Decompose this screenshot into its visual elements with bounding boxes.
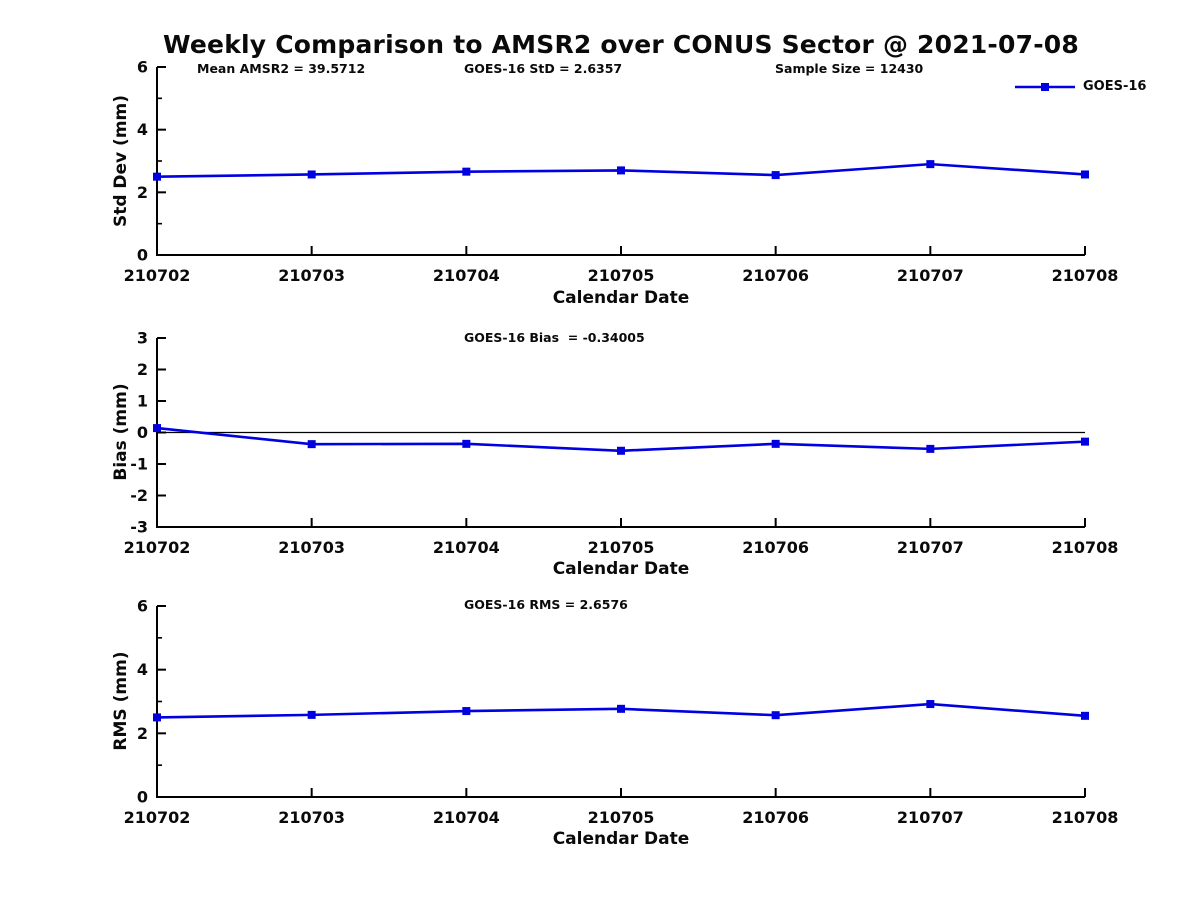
chart-rms: 0 2 4 6 210702 210703 210704 210705 210706 210707… <box>124 597 1119 828</box>
x-tick-label: 210708 <box>1052 266 1119 285</box>
y-tick-label: 3 <box>137 329 148 348</box>
data-point-marker <box>926 160 935 169</box>
figure-title: Weekly Comparison to AMSR2 over CONUS Se… <box>163 30 1079 59</box>
data-point-marker <box>1081 437 1089 446</box>
x-tick-label: 210703 <box>278 808 345 827</box>
data-point-marker <box>1081 711 1089 720</box>
data-point-marker <box>307 170 316 179</box>
data-point-marker <box>771 439 780 448</box>
xaxis-label-bias: Calendar Date <box>552 559 690 579</box>
chart-bias: -3 -2 -1 0 1 2 3 210702 210703 210704 210705 210706… <box>124 329 1119 558</box>
annotation-goes16-rms: GOES-16 RMS = 2.6576 <box>464 597 628 612</box>
annotation-sample-size: Sample Size = 12430 <box>775 61 924 76</box>
data-point-marker <box>926 700 935 709</box>
y-tick-label: 0 <box>137 423 148 442</box>
y-tick-label: 6 <box>137 58 148 77</box>
x-tick-label: 210702 <box>124 808 191 827</box>
annotation-goes16-std: GOES-16 StD = 2.6357 <box>464 61 623 76</box>
data-point-marker <box>153 172 161 181</box>
data-point-marker <box>771 711 780 720</box>
x-tick-label: 210704 <box>433 266 500 285</box>
legend: GOES-16 <box>1014 79 1146 94</box>
axis-spines <box>156 67 1085 256</box>
data-point-marker <box>462 707 471 716</box>
xaxis-label-rms: Calendar Date <box>552 829 690 849</box>
annotation-mean-amsr2: Mean AMSR2 = 39.5712 <box>197 61 366 76</box>
x-tick-label: 210707 <box>897 266 964 285</box>
annotation-goes16-bias: GOES-16 Bias = -0.34005 <box>464 330 645 345</box>
x-tick-label: 210705 <box>588 538 655 557</box>
x-tick-label: 210707 <box>897 538 964 557</box>
data-point-marker <box>307 440 316 449</box>
data-point-marker <box>617 166 625 175</box>
data-point-marker <box>153 713 161 722</box>
x-tick-label: 210706 <box>742 538 809 557</box>
data-point-marker <box>462 167 471 176</box>
x-tick-label: 210708 <box>1052 808 1119 827</box>
x-tick-label: 210706 <box>742 266 809 285</box>
x-tick-label: 210706 <box>742 808 809 827</box>
y-tick-label: 1 <box>137 392 148 411</box>
x-tick-label: 210705 <box>588 808 655 827</box>
y-tick-label: -3 <box>130 518 148 537</box>
x-tick-label: 210707 <box>897 808 964 827</box>
x-tick-label: 210704 <box>433 538 500 557</box>
y-tick-label: -2 <box>130 486 148 505</box>
y-tick-label: 2 <box>137 183 148 202</box>
data-point-marker <box>462 439 471 448</box>
x-tick-label: 210703 <box>278 538 345 557</box>
legend-line-marker-icon <box>1015 82 1075 91</box>
x-tick-label: 210702 <box>124 266 191 285</box>
xaxis-label-stddev: Calendar Date <box>552 288 690 308</box>
x-tick-label: 210708 <box>1052 538 1119 557</box>
yaxis-label-bias: Bias (mm) <box>111 383 131 481</box>
yaxis-label-stddev: Std Dev (mm) <box>111 94 131 228</box>
x-tick-label: 210705 <box>588 266 655 285</box>
y-tick-label: 4 <box>137 660 148 679</box>
axis-spines <box>156 606 1085 798</box>
yaxis-label-rms: RMS (mm) <box>111 651 131 751</box>
chart-std-dev: 0 2 4 6 210702 210703 210704 210705 210706 210707… <box>124 58 1119 286</box>
data-point-marker <box>1081 170 1089 179</box>
y-tick-label: 4 <box>137 120 148 139</box>
legend-label: GOES-16 <box>1083 79 1147 94</box>
data-point-marker <box>307 710 316 719</box>
x-tick-label: 210703 <box>278 266 345 285</box>
data-point-marker <box>617 704 625 713</box>
y-tick-label: 2 <box>137 360 148 379</box>
y-tick-label: 2 <box>137 724 148 743</box>
y-tick-label: -1 <box>130 455 148 474</box>
y-tick-label: 0 <box>137 246 148 265</box>
data-point-marker <box>153 424 161 433</box>
x-tick-label: 210702 <box>124 538 191 557</box>
y-tick-label: 0 <box>137 788 148 807</box>
y-tick-label: 6 <box>137 597 148 616</box>
data-point-marker <box>926 444 935 453</box>
data-point-marker <box>771 171 780 180</box>
data-point-marker <box>617 446 625 455</box>
x-tick-label: 210704 <box>433 808 500 827</box>
